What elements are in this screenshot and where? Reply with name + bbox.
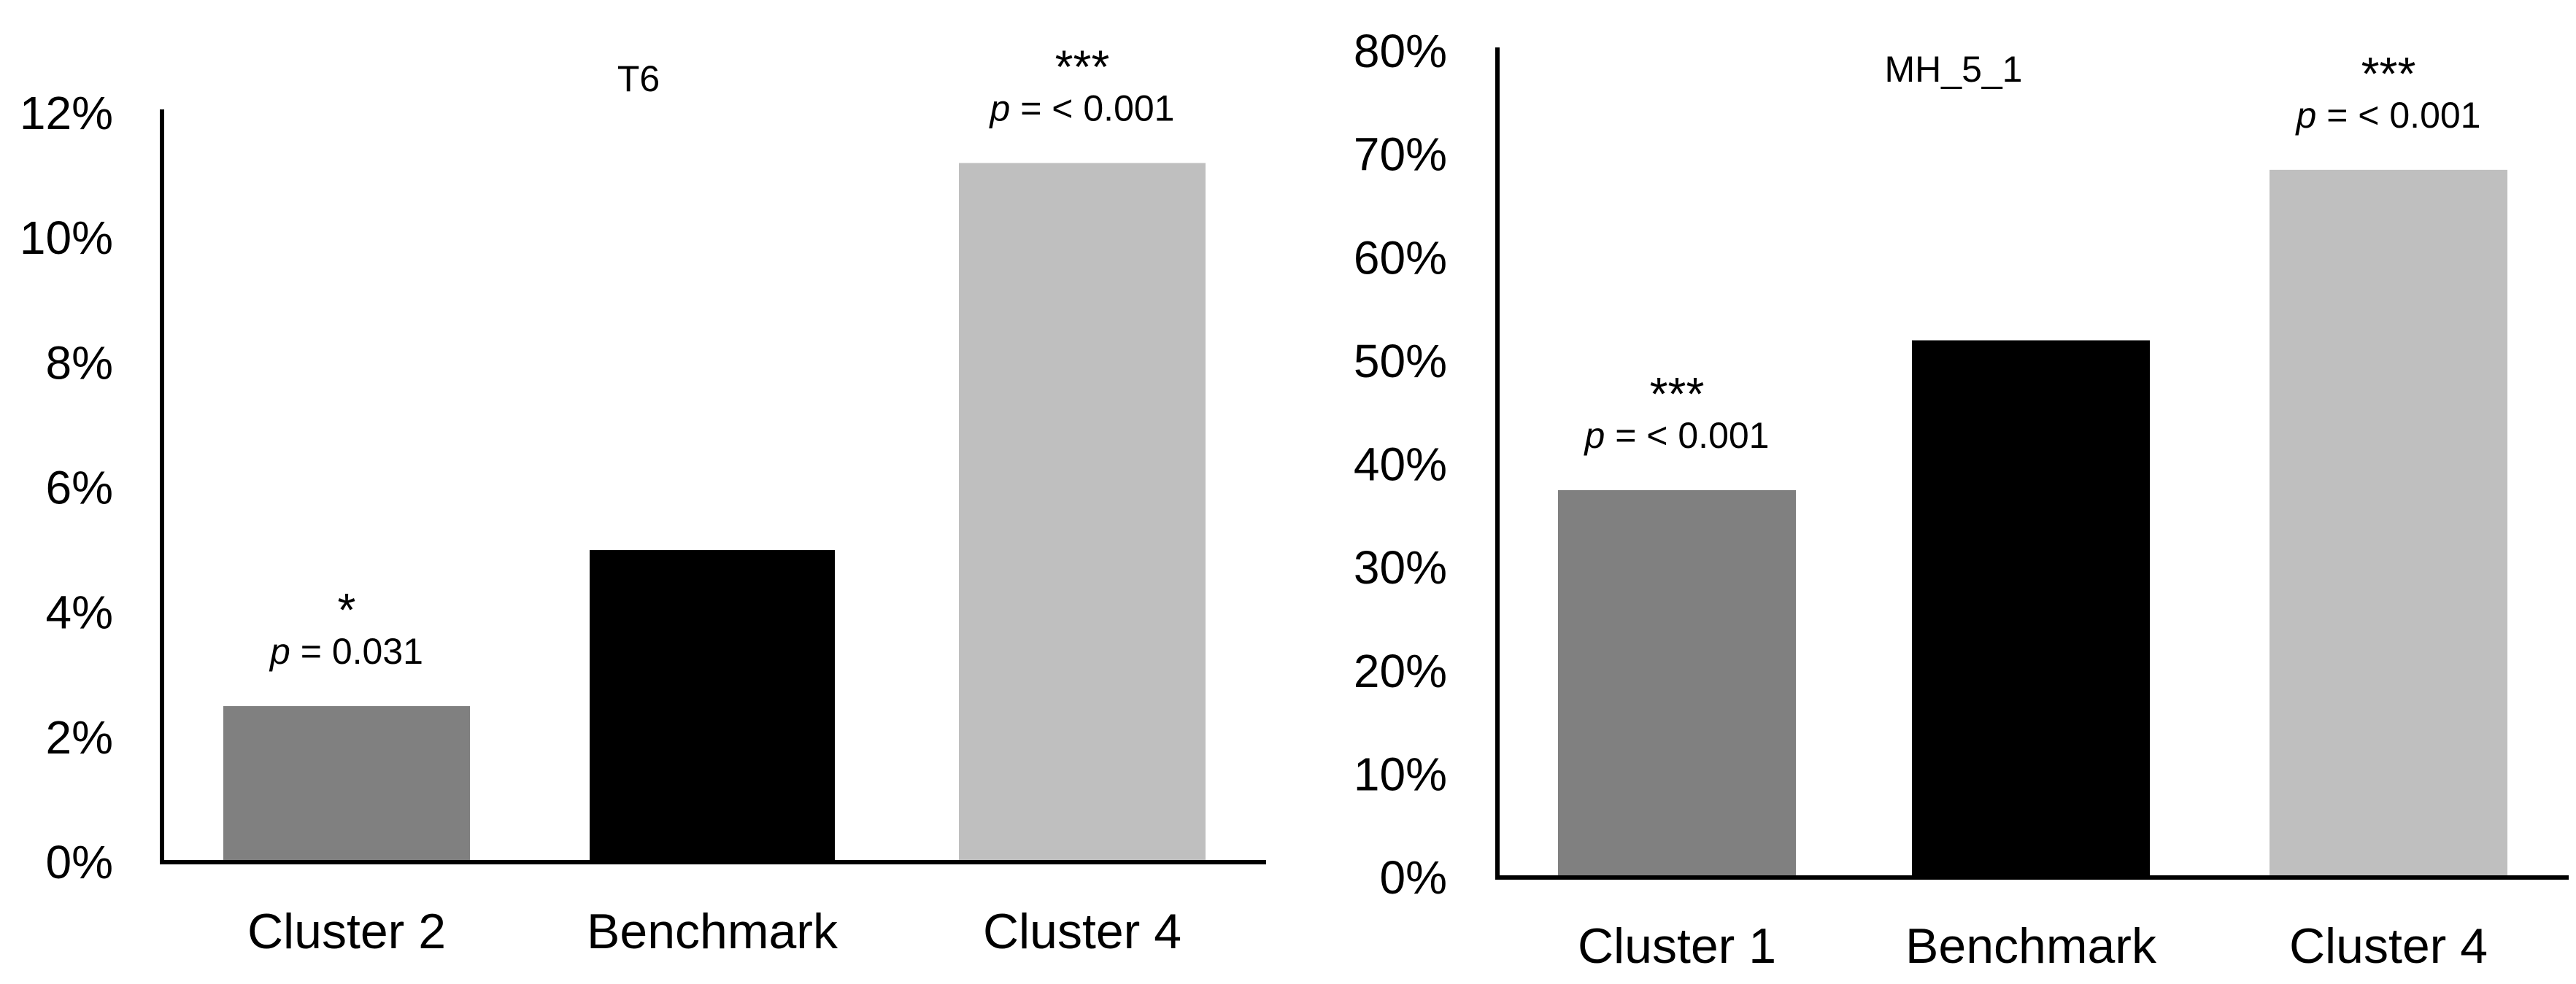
chart-1-ytick-label: 6% [46,462,114,514]
chart-2-category-label: Cluster 1 [1578,918,1776,974]
chart-1-bar [959,163,1206,862]
chart-1-ytick-label: 12% [20,87,113,139]
p-value-text: = < 0.001 [2316,95,2480,136]
chart-2-significance-stars: *** [1650,368,1705,420]
chart-1-p-value: p = 0.031 [269,631,423,672]
chart-1-ytick-label: 4% [46,586,114,639]
chart-2-ytick-label: 20% [1354,645,1447,697]
chart-2-ytick-label: 30% [1354,541,1447,594]
chart-2-title: MH_5_1 [1885,49,2023,90]
chart-2-ytick-label: 10% [1354,748,1447,800]
chart-2-p-value: p = < 0.001 [2294,95,2480,136]
p-value-text: = < 0.001 [1605,415,1769,456]
chart-1-bar [223,706,470,862]
chart-1-ytick-label: 8% [46,336,114,389]
chart-2-ytick-label: 80% [1354,25,1447,77]
chart-2-ytick-label: 40% [1354,438,1447,491]
chart-2-ytick-label: 60% [1354,231,1447,284]
chart-2-ytick-label: 50% [1354,335,1447,387]
chart-2-ytick-label: 0% [1380,851,1448,904]
chart-2-significance-stars: *** [2361,47,2416,100]
chart-1-ytick-label: 2% [46,711,114,764]
chart-2-ytick-label: 70% [1354,128,1447,181]
chart-1-title: T6 [617,58,660,99]
chart-1-significance-stars: * [338,584,356,636]
chart-2-p-value: p = < 0.001 [1583,415,1769,456]
p-symbol: p [988,88,1010,128]
chart-2-bar [1558,489,1796,878]
chart-2-category-label: Benchmark [1905,918,2157,974]
chart-2-category-label: Cluster 4 [2289,918,2488,974]
chart-1-significance-stars: *** [1055,40,1110,93]
chart-1-p-value: p = < 0.001 [988,88,1174,128]
p-symbol: p [269,631,290,672]
chart-1-category-label: Cluster 4 [983,904,1181,959]
chart-1-bar [590,550,835,862]
chart-1-ytick-label: 10% [20,212,113,264]
chart-1-ytick-label: 0% [46,836,114,888]
p-symbol: p [1583,415,1605,456]
p-symbol: p [2294,95,2316,136]
chart-2-bar [1912,340,2150,878]
p-value-text: = 0.031 [290,631,423,672]
chart-1-category-label: Benchmark [587,904,838,959]
chart-1-category-label: Cluster 2 [247,904,446,959]
p-value-text: = < 0.001 [1010,88,1174,128]
chart-2-bar [2270,169,2507,878]
